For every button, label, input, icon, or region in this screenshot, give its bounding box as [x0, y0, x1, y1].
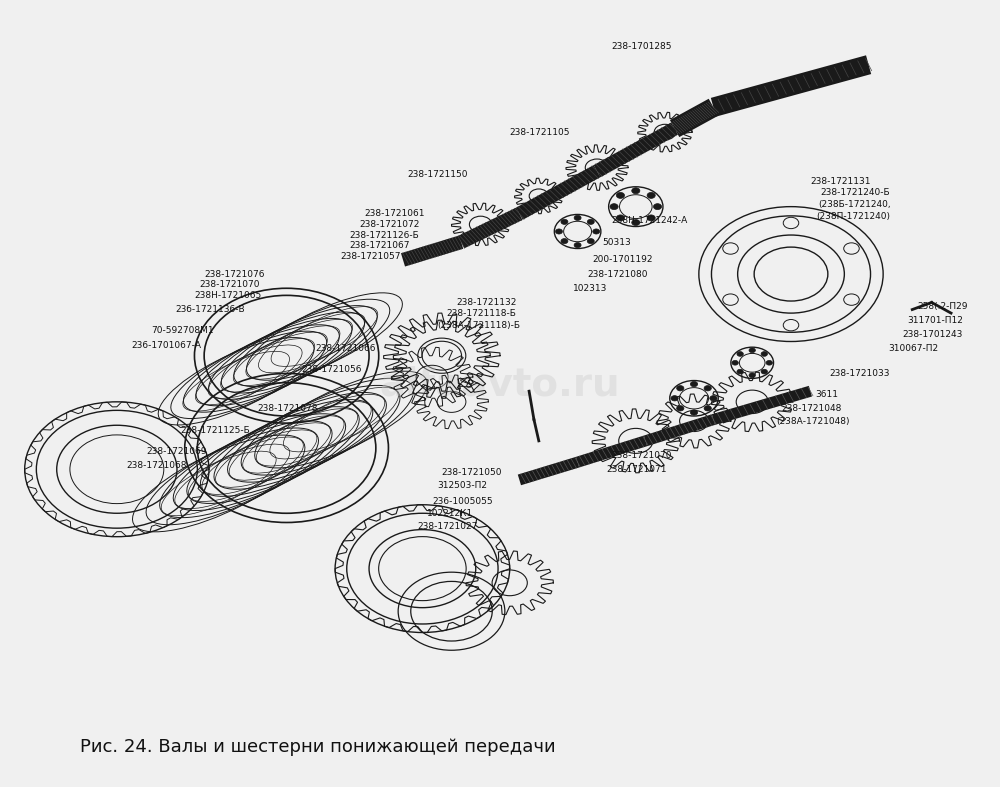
Circle shape [749, 348, 755, 353]
Circle shape [574, 242, 581, 248]
Circle shape [653, 204, 662, 209]
Circle shape [749, 373, 755, 378]
Text: 238-1721056: 238-1721056 [301, 365, 362, 375]
Text: 238-1721066: 238-1721066 [316, 344, 376, 353]
Circle shape [704, 405, 711, 411]
Circle shape [690, 382, 698, 386]
Text: 238-1721132: 238-1721132 [456, 298, 517, 307]
Text: (238П-1721240): (238П-1721240) [816, 212, 890, 221]
Circle shape [555, 229, 562, 234]
Text: 70-592708М1: 70-592708М1 [151, 327, 213, 335]
Text: 238-1721067: 238-1721067 [350, 241, 410, 250]
Circle shape [737, 352, 743, 357]
Circle shape [632, 220, 640, 226]
Circle shape [704, 386, 711, 391]
Text: 102212К1: 102212К1 [427, 508, 474, 518]
Text: Рис. 24. Валы и шестерни понижающей передачи: Рис. 24. Валы и шестерни понижающей пере… [80, 737, 556, 756]
Text: 238-1721118-Б: 238-1721118-Б [447, 309, 517, 318]
Circle shape [761, 369, 767, 374]
Circle shape [761, 352, 767, 357]
Circle shape [616, 192, 625, 198]
Text: 238-1721240-Б: 238-1721240-Б [820, 188, 890, 197]
Text: 238Н-1721065: 238Н-1721065 [194, 291, 262, 300]
Text: 238-1721071: 238-1721071 [607, 465, 667, 474]
Circle shape [616, 215, 625, 221]
Circle shape [587, 220, 594, 224]
Text: 311701-П12: 311701-П12 [907, 316, 963, 325]
Text: 238-1701243: 238-1701243 [903, 330, 963, 339]
Text: 238-1721150: 238-1721150 [408, 170, 468, 179]
Text: 238-1721050: 238-1721050 [442, 468, 502, 477]
Text: 23б-1721136-В: 23б-1721136-В [175, 305, 245, 314]
Text: 238-1721033: 238-1721033 [830, 369, 890, 378]
Text: 238-1721076: 238-1721076 [204, 270, 265, 279]
Text: 238-1721070: 238-1721070 [199, 280, 260, 289]
Text: 236-1701067-А: 236-1701067-А [131, 341, 201, 349]
Text: 310067-П2: 310067-П2 [888, 344, 938, 353]
Circle shape [677, 405, 684, 411]
Text: 238-1721125-Б: 238-1721125-Б [180, 426, 250, 434]
Text: (238Б-1721240,: (238Б-1721240, [818, 200, 891, 209]
Circle shape [593, 229, 600, 234]
Circle shape [766, 360, 772, 365]
Text: 258(.2-П29: 258(.2-П29 [917, 301, 968, 311]
Text: 238-1721069: 238-1721069 [146, 447, 206, 456]
Text: 238-1721048: 238-1721048 [781, 405, 842, 413]
Text: 238-1721068: 238-1721068 [127, 461, 187, 470]
Text: 312503-П2: 312503-П2 [437, 481, 487, 490]
Text: alfaavto.ru: alfaavto.ru [380, 365, 620, 403]
Text: (238А-1721118)-Б: (238А-1721118)-Б [437, 321, 520, 331]
Text: 238-1721027: 238-1721027 [418, 522, 478, 530]
Circle shape [647, 215, 655, 221]
Text: 238Н-1721242-А: 238Н-1721242-А [612, 216, 688, 225]
Text: 102313: 102313 [573, 284, 607, 293]
Circle shape [610, 204, 618, 209]
Circle shape [632, 188, 640, 194]
Circle shape [677, 386, 684, 391]
Text: 238-1721078: 238-1721078 [258, 405, 318, 413]
Text: 238-1721072: 238-1721072 [359, 220, 420, 229]
Text: 238-1721131: 238-1721131 [810, 177, 871, 187]
Circle shape [561, 220, 568, 224]
Text: 50313: 50313 [602, 238, 631, 246]
Text: 238-1721080: 238-1721080 [587, 270, 648, 279]
Circle shape [671, 396, 678, 401]
Text: 238-1721061: 238-1721061 [364, 209, 425, 218]
Text: 238-1721105: 238-1721105 [510, 127, 570, 137]
Circle shape [574, 216, 581, 220]
Circle shape [561, 238, 568, 244]
Circle shape [710, 396, 717, 401]
Circle shape [737, 369, 743, 374]
Text: 236-1005055: 236-1005055 [432, 497, 493, 506]
Text: 238-1701285: 238-1701285 [612, 42, 672, 51]
Circle shape [647, 192, 655, 198]
Text: 238-1721057: 238-1721057 [340, 252, 400, 260]
Circle shape [690, 410, 698, 415]
Circle shape [587, 238, 594, 244]
Text: 238-1721070: 238-1721070 [612, 451, 672, 460]
Text: 200-1701192: 200-1701192 [592, 255, 653, 264]
Text: 238-1721126-Б: 238-1721126-Б [350, 231, 419, 239]
Text: (238А-1721048): (238А-1721048) [776, 417, 850, 427]
Circle shape [732, 360, 738, 365]
Text: 3611: 3611 [815, 390, 838, 399]
